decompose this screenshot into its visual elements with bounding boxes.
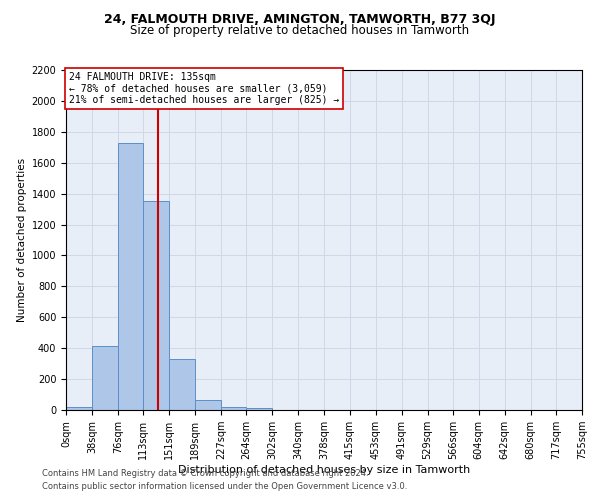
Bar [221,407,247,410]
Bar [195,400,221,410]
Text: Size of property relative to detached houses in Tamworth: Size of property relative to detached ho… [130,24,470,37]
Text: Contains public sector information licensed under the Open Government Licence v3: Contains public sector information licen… [42,482,407,491]
Text: 24, FALMOUTH DRIVE, AMINGTON, TAMWORTH, B77 3QJ: 24, FALMOUTH DRIVE, AMINGTON, TAMWORTH, … [104,12,496,26]
Bar [92,346,118,410]
Bar [143,200,169,410]
Bar [247,408,272,410]
Text: Contains HM Land Registry data © Crown copyright and database right 2024.: Contains HM Land Registry data © Crown c… [42,468,368,477]
Bar [169,359,195,410]
Bar [66,407,92,410]
Text: 24 FALMOUTH DRIVE: 135sqm
← 78% of detached houses are smaller (3,059)
21% of se: 24 FALMOUTH DRIVE: 135sqm ← 78% of detac… [68,72,339,105]
Bar [118,142,143,410]
Y-axis label: Number of detached properties: Number of detached properties [17,158,28,322]
X-axis label: Distribution of detached houses by size in Tamworth: Distribution of detached houses by size … [178,465,470,475]
